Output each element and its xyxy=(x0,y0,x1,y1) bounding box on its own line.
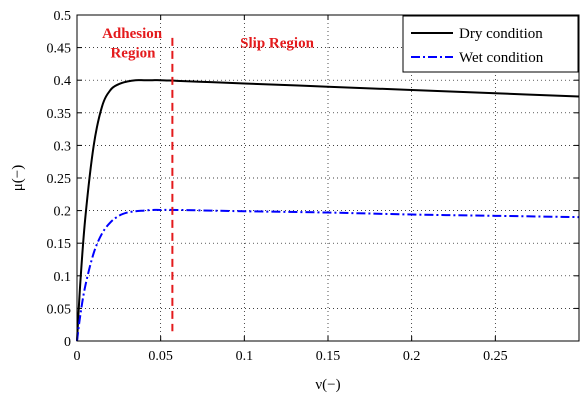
x-tick-label: 0.15 xyxy=(316,349,341,364)
x-tick-label: 0 xyxy=(74,349,81,364)
ticks: 0 0.05 0.1 0.15 0.2 0.25 0 0.05 0.1 0.15 0.2 0.25 0.… xyxy=(47,9,579,364)
y-tick-label: 0.25 xyxy=(47,172,72,187)
legend-label-dry: Dry condition xyxy=(459,26,543,42)
annotation-adhesion: Adhesion xyxy=(102,26,163,42)
legend-box xyxy=(402,15,579,73)
x-tick-label: 0.25 xyxy=(483,349,508,364)
y-tick-label: 0.5 xyxy=(54,9,72,24)
y-tick-label: 0.2 xyxy=(54,205,72,220)
x-axis-label: ν(−) xyxy=(315,377,340,393)
x-tick-label: 0.05 xyxy=(148,349,173,364)
y-tick-label: 0.15 xyxy=(47,237,72,252)
y-tick-label: 0 xyxy=(64,335,71,350)
y-tick-label: 0.3 xyxy=(54,139,72,154)
legend-label-wet: Wet condition xyxy=(459,50,544,66)
x-tick-label: 0.1 xyxy=(236,349,254,364)
y-tick-label: 0.1 xyxy=(54,270,72,285)
y-axis-label: μ(−) xyxy=(10,165,26,192)
legend: Dry condition Wet condition xyxy=(402,15,579,73)
x-tick-label: 0.2 xyxy=(403,349,421,364)
annotation-region: Region xyxy=(110,45,156,61)
y-tick-label: 0.4 xyxy=(54,74,72,89)
y-tick-label: 0.05 xyxy=(47,302,72,317)
series-layer xyxy=(76,79,580,342)
annotation-slip-region: Slip Region xyxy=(240,36,314,52)
y-tick-label: 0.45 xyxy=(47,42,72,57)
series-wet-line xyxy=(76,208,580,342)
series-dry-line xyxy=(76,79,580,342)
annotations: Adhesion Region Slip Region xyxy=(102,26,314,62)
y-tick-label: 0.35 xyxy=(47,107,72,122)
